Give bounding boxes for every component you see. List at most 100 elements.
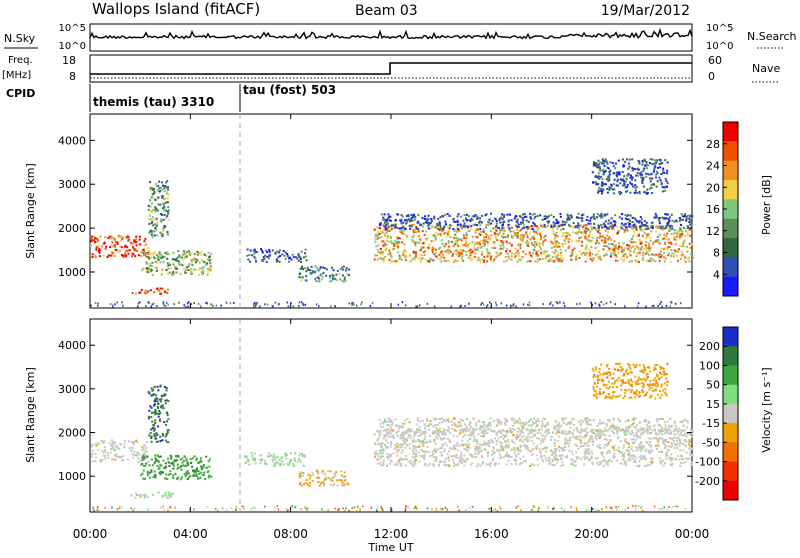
velocity-echo-cell xyxy=(460,461,462,463)
power-echo-cell xyxy=(170,267,172,269)
power-echo-cell xyxy=(448,242,450,244)
velocity-echo-cell xyxy=(660,463,662,465)
power-echo-cell xyxy=(583,225,585,227)
velocity-echo-cell xyxy=(592,453,594,455)
power-echo-cell xyxy=(630,175,632,177)
power-echo-cell xyxy=(103,243,105,245)
power-echo-cell xyxy=(687,215,689,217)
nsky-tick-hi: 10^5 xyxy=(59,23,86,34)
velocity-echo-cell xyxy=(484,441,486,443)
velocity-echo-cell xyxy=(299,455,301,457)
power-echo-cell xyxy=(413,224,415,226)
power-echo-cell xyxy=(132,253,134,255)
power-echo-cell xyxy=(607,227,609,229)
power-colorbar-tick-label: 28 xyxy=(706,138,720,151)
velocity-echo-cell xyxy=(375,451,377,453)
power-echo-cell xyxy=(583,233,585,235)
velocity-echo-cell xyxy=(448,428,450,430)
velocity-echo-cell xyxy=(479,465,481,467)
power-echo-cell xyxy=(609,236,611,238)
power-echo-cell xyxy=(632,186,634,188)
power-echo-cell xyxy=(131,255,133,257)
power-echo-cell xyxy=(629,226,631,228)
velocity-echo-cell xyxy=(209,458,211,460)
power-echo-cell xyxy=(592,216,594,218)
velocity-echo-cell xyxy=(523,460,525,462)
velocity-echo-cell xyxy=(114,449,116,451)
velocity-echo-cell xyxy=(525,448,527,450)
power-echo-cell xyxy=(610,256,612,258)
velocity-echo-cell xyxy=(516,438,518,440)
power-echo-cell xyxy=(395,226,397,228)
power-echo-cell xyxy=(501,227,503,229)
power-echo-cell xyxy=(469,254,471,256)
velocity-echo-cell xyxy=(390,441,392,443)
velocity-echo-cell xyxy=(658,434,660,436)
power-echo-cell xyxy=(263,256,265,258)
velocity-echo-cell xyxy=(160,400,162,402)
velocity-echo-cell xyxy=(416,424,418,426)
velocity-echo-cell xyxy=(152,464,154,466)
power-echo-cell xyxy=(157,203,159,205)
velocity-echo-cell xyxy=(511,431,513,433)
power-echo-cell xyxy=(546,260,548,262)
power-echo-cell xyxy=(344,276,346,278)
power-echo-cell xyxy=(643,191,645,193)
power-echo-cell xyxy=(623,254,625,256)
power-echo-cell xyxy=(456,226,458,228)
velocity-echo-cell xyxy=(268,452,270,454)
power-echo-cell xyxy=(511,255,513,257)
power-echo-cell xyxy=(194,253,196,255)
power-echo-cell xyxy=(195,261,197,263)
power-echo-cell xyxy=(430,218,432,220)
velocity-echo-cell xyxy=(147,496,149,498)
velocity-echo-cell xyxy=(245,462,247,464)
velocity-echo-cell xyxy=(195,459,197,461)
power-echo-cell xyxy=(156,185,158,187)
velocity-echo-cell xyxy=(152,394,154,396)
nsearch-tick-lo: 10^0 xyxy=(706,41,733,52)
power-echo-cell xyxy=(404,244,406,246)
velocity-echo-cell xyxy=(571,451,573,453)
velocity-echo-cell xyxy=(418,435,420,437)
power-echo-cell xyxy=(668,246,670,248)
velocity-echo-cell xyxy=(154,400,156,402)
velocity-echo-cell xyxy=(319,485,321,487)
power-echo-cell xyxy=(658,219,660,221)
velocity-echo-cell xyxy=(303,483,305,485)
power-echo-cell xyxy=(143,254,145,256)
power-echo-cell xyxy=(480,240,482,242)
velocity-echo-cell xyxy=(639,437,641,439)
power-echo-cell xyxy=(554,249,556,251)
velocity-echo-cell xyxy=(558,422,560,424)
power-echo-cell xyxy=(591,260,593,262)
velocity-echo-cell xyxy=(184,456,186,458)
power-echo-cell xyxy=(121,301,123,303)
velocity-echo-cell xyxy=(158,461,160,463)
power-echo-cell xyxy=(201,259,203,261)
power-echo-cell xyxy=(487,251,489,253)
velocity-echo-cell xyxy=(133,441,135,443)
velocity-echo-cell xyxy=(530,450,532,452)
velocity-echo-cell xyxy=(607,464,609,466)
power-echo-cell xyxy=(210,303,212,305)
power-echo-cell xyxy=(500,245,502,247)
velocity-echo-cell xyxy=(161,439,163,441)
power-echo-cell xyxy=(485,224,487,226)
power-echo-cell xyxy=(559,301,561,303)
power-echo-cell xyxy=(587,228,589,230)
velocity-echo-cell xyxy=(606,444,608,446)
power-echo-cell xyxy=(95,256,97,258)
power-echo-cell xyxy=(432,249,434,251)
power-echo-cell xyxy=(470,249,472,251)
power-echo-cell xyxy=(437,234,439,236)
velocity-echo-cell xyxy=(390,443,392,445)
velocity-echo-cell xyxy=(470,434,472,436)
velocity-echo-cell xyxy=(330,484,332,486)
velocity-echo-cell xyxy=(557,440,559,442)
power-echo-cell xyxy=(465,240,467,242)
power-echo-cell xyxy=(562,246,564,248)
power-echo-cell xyxy=(208,256,210,258)
power-echo-cell xyxy=(616,225,618,227)
velocity-echo-cell xyxy=(394,464,396,466)
